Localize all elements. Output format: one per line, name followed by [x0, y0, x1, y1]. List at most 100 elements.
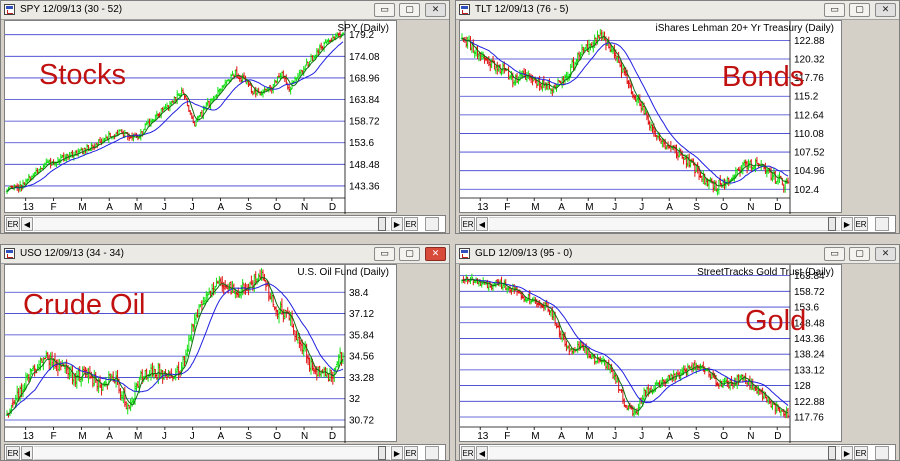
price-bar: [231, 70, 234, 76]
price-bar: [167, 369, 170, 378]
title-bar[interactable]: SPY 12/09/13 (30 - 52) ▭ ▢ ✕: [1, 1, 449, 20]
price-bar: [496, 61, 499, 75]
chart-window-gld[interactable]: GLD 12/09/13 (95 - 0) ▭ ▢ ✕ 117.76 122.88 128 1…: [455, 244, 900, 461]
title-bar[interactable]: USO 12/09/13 (34 - 34) ▭ ▢ ✕: [1, 245, 449, 264]
er-button-right[interactable]: ER: [854, 217, 868, 231]
scroll-left-arrow[interactable]: ◀: [21, 446, 33, 460]
scroll-thumb[interactable]: [378, 446, 386, 460]
scroll-left-arrow[interactable]: ◀: [476, 217, 488, 231]
price-bar: [508, 285, 512, 294]
x-tick-label: M: [78, 202, 86, 213]
er-button-far-right[interactable]: [875, 446, 889, 460]
chart-window-spy[interactable]: SPY 12/09/13 (30 - 52) ▭ ▢ ✕ 143.36 148.48 153…: [0, 0, 450, 234]
moving-average-long: [6, 283, 344, 416]
price-bar: [733, 377, 736, 388]
close-button[interactable]: ✕: [875, 3, 896, 17]
minimize-button[interactable]: ▭: [374, 3, 395, 17]
er-button-far-right[interactable]: [425, 217, 439, 231]
scroll-left-arrow[interactable]: ◀: [476, 446, 488, 460]
er-button-right[interactable]: ER: [854, 446, 868, 460]
chart-title: SPY (Daily): [337, 23, 390, 34]
er-button-left[interactable]: ER: [6, 446, 20, 460]
price-bar: [473, 50, 476, 59]
scroll-right-arrow[interactable]: ▶: [841, 446, 853, 460]
y-tick-label: 122.88: [794, 36, 825, 47]
price-bar: [490, 58, 493, 69]
x-tick-label: N: [301, 202, 308, 213]
price-bar: [655, 134, 658, 141]
y-tick-label: 37.12: [349, 309, 374, 320]
price-bar: [750, 159, 753, 173]
scroll-bar[interactable]: ER ◀ ▶ ER: [4, 444, 446, 460]
maximize-button[interactable]: ▢: [849, 247, 870, 261]
minimize-button[interactable]: ▭: [824, 247, 845, 261]
moving-average-long: [461, 278, 789, 406]
price-bar: [248, 281, 252, 292]
price-bar: [755, 156, 759, 165]
minimize-button[interactable]: ▭: [824, 3, 845, 17]
price-bar: [680, 150, 684, 160]
price-bar: [93, 143, 96, 150]
price-bar: [786, 408, 790, 419]
scroll-bar[interactable]: ER ◀ ▶ ER: [4, 215, 446, 233]
er-button-left[interactable]: ER: [6, 217, 20, 231]
title-bar[interactable]: GLD 12/09/13 (95 - 0) ▭ ▢ ✕: [456, 245, 899, 264]
er-button-left[interactable]: ER: [461, 217, 475, 231]
price-bar: [27, 173, 31, 182]
chart-window-tlt[interactable]: TLT 12/09/13 (76 - 5) ▭ ▢ ✕ 102.4 104.96 107.5…: [455, 0, 900, 234]
close-button[interactable]: ✕: [425, 247, 446, 261]
er-button-left[interactable]: ER: [461, 446, 475, 460]
price-chart-svg: 117.76 122.88 128 133.12 138.24 143.36 148.48 1…: [460, 265, 825, 443]
price-bar: [682, 156, 685, 165]
price-bar: [719, 175, 722, 187]
scroll-track[interactable]: [34, 217, 390, 231]
maximize-button[interactable]: ▢: [399, 3, 420, 17]
x-tick-label: 13: [23, 431, 35, 442]
scroll-left-arrow[interactable]: ◀: [21, 217, 33, 231]
price-bar: [743, 159, 746, 167]
scroll-right-arrow[interactable]: ▶: [391, 217, 403, 231]
window-title: TLT 12/09/13 (76 - 5): [475, 4, 569, 15]
scroll-right-arrow[interactable]: ▶: [391, 446, 403, 460]
y-tick-label: 168.96: [349, 73, 380, 84]
scroll-track[interactable]: [489, 446, 840, 460]
price-bar: [319, 42, 323, 51]
price-bar: [207, 287, 211, 295]
price-bar: [568, 344, 571, 356]
y-tick-label: 158.72: [349, 117, 380, 128]
scroll-bar[interactable]: ER ◀ ▶ ER: [459, 444, 896, 460]
y-tick-label: 117.76: [794, 73, 824, 84]
er-button-right[interactable]: ER: [404, 217, 418, 231]
price-bar: [683, 365, 687, 373]
x-tick-label: 13: [23, 202, 35, 213]
price-bar: [273, 306, 276, 311]
minimize-button[interactable]: ▭: [374, 247, 395, 261]
x-tick-label: J: [612, 431, 617, 442]
close-button[interactable]: ✕: [425, 3, 446, 17]
price-bar: [190, 112, 193, 119]
chart-window-uso[interactable]: USO 12/09/13 (34 - 34) ▭ ▢ ✕ 30.72 32 33.28 34.…: [0, 244, 450, 461]
y-tick-label: 34.56: [349, 352, 374, 363]
close-button[interactable]: ✕: [875, 247, 896, 261]
er-button-right[interactable]: ER: [404, 446, 418, 460]
scroll-bar[interactable]: ER ◀ ▶ ER: [459, 215, 896, 233]
price-bar: [40, 358, 44, 364]
title-bar[interactable]: TLT 12/09/13 (76 - 5) ▭ ▢ ✕: [456, 1, 899, 20]
maximize-button[interactable]: ▢: [849, 3, 870, 17]
maximize-button[interactable]: ▢: [399, 247, 420, 261]
price-bar: [779, 409, 783, 417]
y-tick-label: 148.48: [349, 160, 380, 171]
er-button-far-right[interactable]: [875, 217, 889, 231]
chart-plot-area: 143.36 148.48 153.6 158.72 163.84 168.96 174.0…: [4, 20, 397, 214]
scroll-thumb[interactable]: [828, 446, 836, 460]
x-tick-label: D: [329, 202, 336, 213]
scroll-thumb[interactable]: [828, 217, 836, 231]
scroll-thumb[interactable]: [378, 217, 386, 231]
scroll-track[interactable]: [34, 446, 390, 460]
er-button-far-right[interactable]: [425, 446, 439, 460]
y-tick-label: 33.28: [349, 373, 374, 384]
scroll-right-arrow[interactable]: ▶: [841, 217, 853, 231]
price-bar: [511, 283, 515, 292]
price-bar: [149, 363, 153, 381]
scroll-track[interactable]: [489, 217, 840, 231]
